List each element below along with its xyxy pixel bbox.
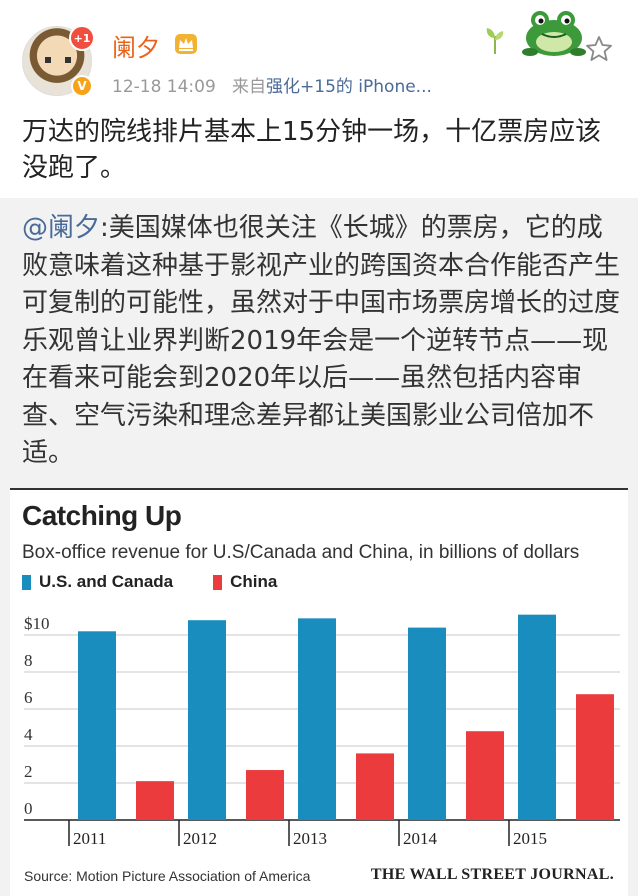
- mention-link[interactable]: @阑夕: [22, 213, 101, 243]
- chart-image[interactable]: Catching Up Box-office revenue for U.S/C…: [10, 488, 628, 896]
- frog-decoration-icon: [522, 11, 586, 56]
- bar-us-2012: [188, 620, 226, 820]
- legend-swatch-us: [22, 574, 31, 590]
- chart-title: Catching Up: [22, 500, 182, 531]
- x-tick-label: 2014: [403, 829, 438, 848]
- y-tick-label: 8: [24, 651, 33, 670]
- publisher-logo: THE WALL STREET JOURNAL.: [370, 866, 614, 883]
- bar-us-2015: [518, 614, 556, 820]
- legend-swatch-china: [213, 574, 223, 590]
- legend-item-china: China: [213, 572, 277, 592]
- bar-china-2012: [246, 770, 284, 820]
- bar-china-2013: [356, 753, 394, 820]
- avatar[interactable]: +1 V: [22, 25, 95, 97]
- avatar-plus-badge: +1: [69, 25, 95, 51]
- x-tick-label: 2012: [183, 829, 217, 848]
- source-link[interactable]: 强化+15的 iPhone...: [266, 77, 432, 97]
- bar-us-2013: [298, 618, 336, 820]
- chart-legend: U.S. and Canada China: [22, 572, 317, 592]
- weibo-post: +1 V 阑夕 12-18 14:09 来自强化+15的 iPhone... 万…: [0, 0, 638, 200]
- source-prefix: 来自: [232, 77, 267, 97]
- chart-top-rule: [10, 488, 628, 490]
- post-text: 万达的院线排片基本上15分钟一场，十亿票房应该没跑了。: [22, 117, 602, 183]
- repost-text: @阑夕:美国媒体也很关注《长城》的票房，它的成败意味着这种基于影视产业的跨国资本…: [22, 210, 622, 473]
- repost-body: :美国媒体也很关注《长城》的票房，它的成败意味着这种基于影视产业的跨国资本合作能…: [22, 213, 621, 468]
- timestamp: 12-18 14:09: [112, 77, 216, 97]
- y-tick-label: $10: [24, 614, 50, 633]
- legend-label-china: China: [230, 572, 278, 591]
- chart-source: Source: Motion Picture Association of Am…: [24, 868, 311, 884]
- legend-label-us: U.S. and Canada: [39, 572, 174, 591]
- bar-china-2011: [136, 781, 174, 820]
- x-tick-label: 2011: [73, 829, 106, 848]
- chart-subtitle: Box-office revenue for U.S/Canada and Ch…: [22, 542, 580, 563]
- crown-icon: [175, 34, 197, 54]
- username[interactable]: 阑夕: [112, 34, 160, 62]
- post-meta: 12-18 14:09 来自强化+15的 iPhone...: [112, 72, 432, 97]
- bar-us-2014: [408, 627, 446, 820]
- x-tick-label: 2015: [513, 829, 547, 848]
- avatar-face: [45, 57, 71, 63]
- sprout-icon: [486, 28, 504, 54]
- x-tick-label: 2013: [293, 829, 327, 848]
- y-tick-label: 0: [24, 799, 33, 818]
- bar-chart: 0 2 4 6 8 $10 2011 2012 2013 2014 2015: [24, 614, 620, 848]
- y-tick-label: 4: [24, 725, 33, 744]
- legend-item-us: U.S. and Canada: [22, 572, 173, 592]
- bar-us-2011: [78, 631, 116, 820]
- y-tick-label: 2: [24, 762, 33, 781]
- bar-china-2015: [576, 694, 614, 820]
- y-tick-label: 6: [24, 688, 33, 707]
- verified-badge-icon: V: [71, 75, 93, 97]
- star-icon[interactable]: [584, 34, 614, 64]
- bar-china-2014: [466, 731, 504, 820]
- repost-card[interactable]: @阑夕:美国媒体也很关注《长城》的票房，它的成败意味着这种基于影视产业的跨国资本…: [0, 198, 638, 896]
